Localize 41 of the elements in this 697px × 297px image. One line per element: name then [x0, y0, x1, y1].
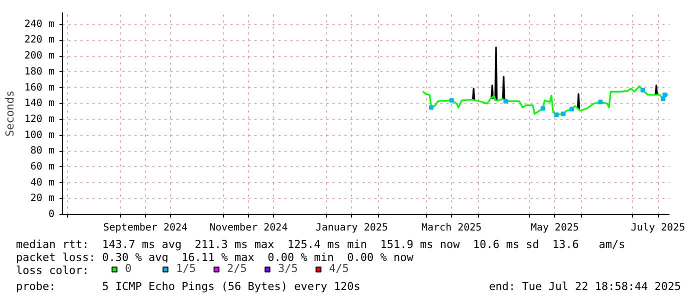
- point: [662, 92, 668, 98]
- y-tick-label: 220 m: [24, 34, 55, 46]
- point: [540, 106, 546, 111]
- legend-label: 0: [125, 262, 133, 275]
- point: [561, 112, 566, 116]
- y-axis-title: Seconds: [3, 90, 16, 137]
- point: [554, 112, 559, 117]
- point: [504, 98, 508, 104]
- text: end: Tue Jul 22 18:58:44 2025: [488, 279, 681, 295]
- y-tick-label: 20 m: [30, 193, 55, 204]
- legend-label: 4/5: [329, 262, 349, 275]
- y-tick-label: 60 m: [30, 161, 55, 172]
- y-tick-label: 80 m: [30, 146, 55, 157]
- x-tick-label: July 2025: [630, 222, 686, 234]
- point: [569, 106, 574, 112]
- legend-label: 2/5: [227, 262, 247, 275]
- point: [429, 105, 434, 110]
- x-tick-label: May 2025: [530, 222, 579, 234]
- y-tick-label: 200 m: [24, 50, 55, 62]
- y-tick-label: 140 m: [24, 98, 55, 110]
- point: [660, 96, 666, 102]
- y-tick-label: 160 m: [24, 82, 55, 94]
- point: [449, 98, 454, 103]
- point: [640, 88, 646, 92]
- x-tick-label: January 2025: [316, 222, 388, 234]
- y-tick-label: 120 m: [24, 114, 55, 125]
- x-tick-label: March 2025: [422, 222, 482, 234]
- y-tick-label: 240 m: [24, 18, 55, 30]
- legend-label: 1/5: [176, 262, 196, 275]
- y-tick-label: 100 m: [24, 130, 55, 141]
- legend-label: 3/5: [278, 262, 298, 275]
- text: probe: 5 ICMP Echo Pings (56 Bytes) every 120s: [16, 279, 360, 295]
- legend-title: loss color:: [16, 264, 89, 277]
- x-tick-label: September 2024: [103, 222, 188, 234]
- x-tick-label: November 2024: [209, 222, 288, 234]
- y-tick-label: 40 m: [30, 177, 55, 188]
- point: [598, 100, 603, 104]
- text: median rtt: 143.7 ms avg 211.3 ms max 125.4 ms min 151.9 ms now 10.6 ms sd 13.6 am/s: [16, 238, 626, 251]
- line-series: [422, 85, 669, 116]
- y-tick-label: 180 m: [24, 66, 55, 78]
- y-tick-label: 0: [48, 209, 55, 220]
